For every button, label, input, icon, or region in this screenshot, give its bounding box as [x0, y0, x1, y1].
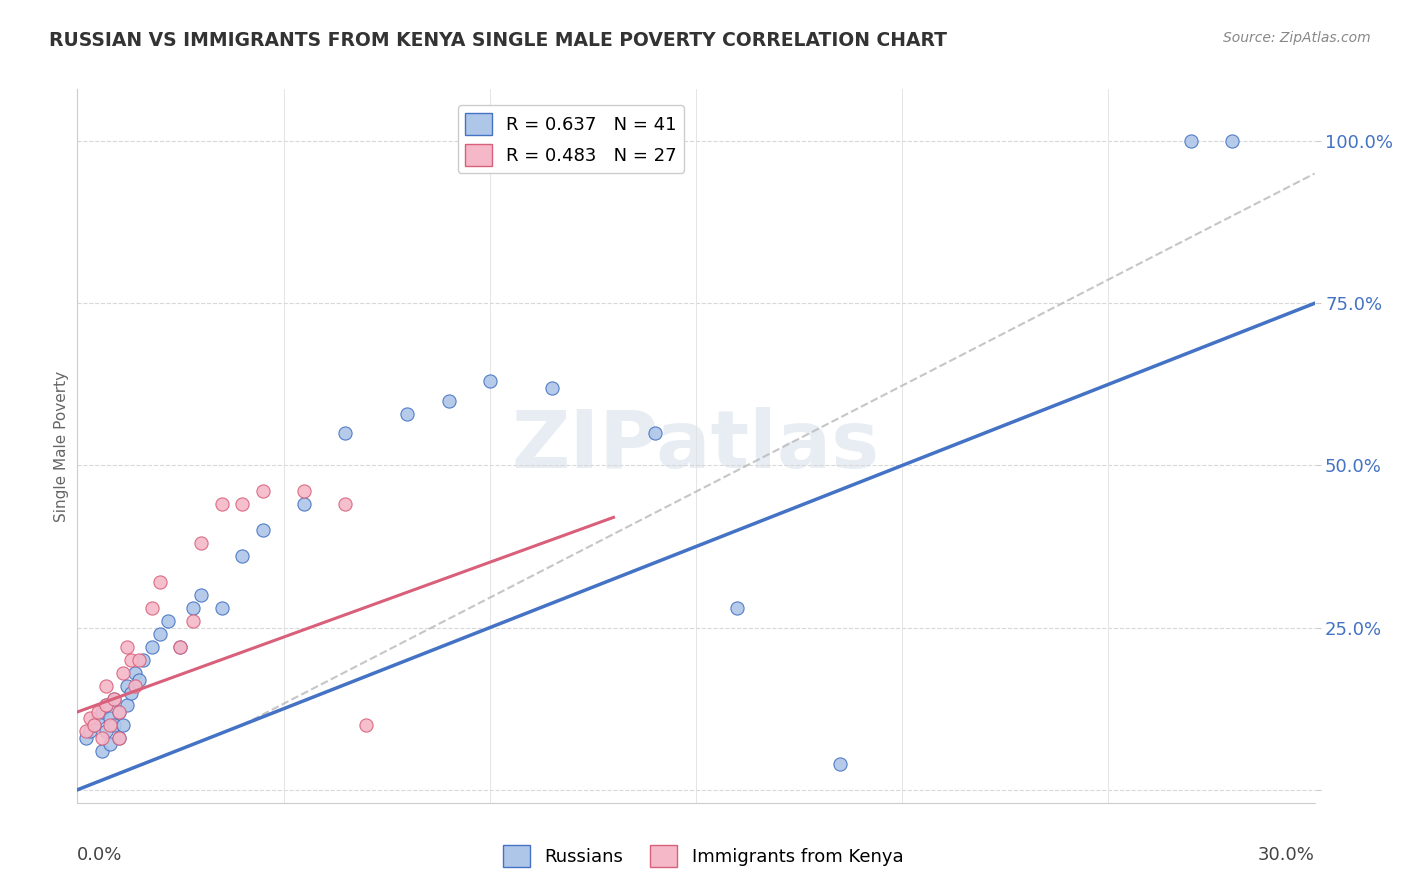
Point: [96, 679, 118, 693]
Point: [98, 711, 121, 725]
Point: [169, 640, 191, 654]
Point: [149, 627, 172, 641]
Text: ZIPatlas: ZIPatlas: [512, 407, 880, 485]
Point: [157, 614, 180, 628]
Point: [478, 374, 501, 388]
Legend: R = 0.637   N = 41, R = 0.483   N = 27: R = 0.637 N = 41, R = 0.483 N = 27: [457, 105, 685, 173]
Point: [830, 756, 852, 771]
Point: [124, 679, 146, 693]
Point: [181, 601, 204, 615]
Point: [98, 738, 121, 752]
Point: [103, 692, 125, 706]
Point: [79, 724, 101, 739]
Point: [335, 497, 357, 511]
Point: [103, 718, 125, 732]
Point: [91, 744, 114, 758]
Point: [96, 698, 118, 713]
Point: [111, 666, 134, 681]
Point: [231, 549, 253, 564]
Point: [540, 381, 562, 395]
Point: [107, 731, 129, 745]
Point: [107, 705, 129, 719]
Point: [141, 601, 163, 615]
Point: [437, 393, 460, 408]
Point: [396, 407, 419, 421]
Point: [83, 718, 105, 732]
Point: [115, 640, 138, 654]
Point: [1220, 134, 1243, 148]
Text: Source: ZipAtlas.com: Source: ZipAtlas.com: [1223, 31, 1371, 45]
Point: [87, 705, 110, 719]
Point: [211, 601, 233, 615]
Point: [292, 484, 315, 499]
Point: [190, 536, 212, 550]
Text: RUSSIAN VS IMMIGRANTS FROM KENYA SINGLE MALE POVERTY CORRELATION CHART: RUSSIAN VS IMMIGRANTS FROM KENYA SINGLE …: [49, 31, 948, 50]
Point: [132, 653, 155, 667]
Point: [91, 731, 114, 745]
Point: [211, 497, 233, 511]
Point: [181, 614, 204, 628]
Point: [141, 640, 163, 654]
Point: [83, 718, 105, 732]
Point: [190, 588, 212, 602]
Y-axis label: Single Male Poverty: Single Male Poverty: [53, 370, 69, 522]
Point: [231, 497, 253, 511]
Point: [79, 711, 101, 725]
Point: [128, 673, 150, 687]
Point: [128, 653, 150, 667]
Point: [103, 692, 125, 706]
Point: [120, 685, 142, 699]
Point: [252, 524, 274, 538]
Text: 0.0%: 0.0%: [77, 846, 122, 863]
Point: [91, 705, 114, 719]
Point: [115, 698, 138, 713]
Point: [292, 497, 315, 511]
Point: [107, 705, 129, 719]
Point: [98, 718, 121, 732]
Point: [75, 731, 97, 745]
Point: [96, 724, 118, 739]
Text: 30.0%: 30.0%: [1258, 846, 1315, 863]
Point: [169, 640, 191, 654]
Point: [252, 484, 274, 499]
Point: [149, 575, 172, 590]
Point: [87, 711, 110, 725]
Point: [75, 724, 97, 739]
Point: [644, 425, 666, 440]
Point: [1180, 134, 1202, 148]
Point: [120, 653, 142, 667]
Point: [96, 698, 118, 713]
Legend: Russians, Immigrants from Kenya: Russians, Immigrants from Kenya: [495, 838, 911, 874]
Point: [115, 679, 138, 693]
Point: [111, 718, 134, 732]
Point: [354, 718, 377, 732]
Point: [107, 731, 129, 745]
Point: [335, 425, 357, 440]
Point: [124, 666, 146, 681]
Point: [725, 601, 748, 615]
